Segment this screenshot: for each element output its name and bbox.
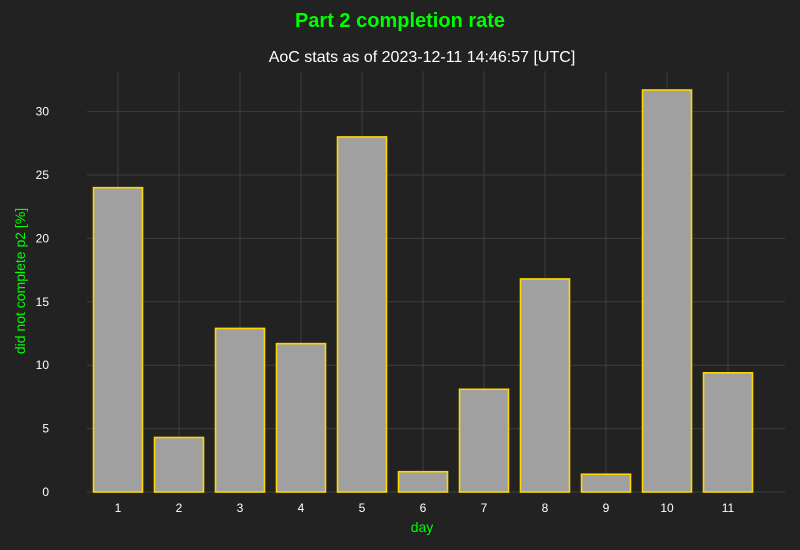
x-tick-label: 2	[176, 501, 183, 515]
x-tick-label: 10	[660, 501, 674, 515]
chart-title: AoC stats as of 2023-12-11 14:46:57 [UTC…	[269, 49, 576, 66]
bar-day-8	[519, 278, 571, 493]
bar-day-10	[641, 89, 693, 493]
x-tick-label: 7	[481, 501, 488, 515]
x-axis-label: day	[411, 519, 434, 535]
bar-day-5	[336, 136, 388, 493]
tick-layer: 1 2 3 4 5 6 7 8 9 10 11 0 5 10 15 20 25 30	[36, 105, 735, 515]
y-tick-label: 10	[36, 358, 50, 372]
bar-day-4	[275, 342, 327, 493]
y-tick-label: 25	[36, 168, 50, 182]
y-tick-label: 30	[36, 105, 50, 119]
bar-day-1	[92, 186, 144, 493]
x-tick-label: 1	[115, 501, 122, 515]
x-tick-label: 9	[603, 501, 610, 515]
bar-day-3	[214, 327, 266, 493]
bar-day-2	[153, 436, 205, 493]
bar-day-11	[702, 372, 754, 493]
bar-day-6	[397, 470, 449, 493]
x-tick-label: 4	[298, 501, 305, 515]
x-tick-label: 11	[722, 501, 735, 515]
x-tick-label: 3	[237, 501, 244, 515]
figure-suptitle: Part 2 completion rate	[295, 10, 505, 32]
bar-layer	[92, 89, 754, 493]
x-tick-label: 8	[542, 501, 549, 515]
x-tick-label: 5	[359, 501, 366, 515]
y-tick-label: 0	[42, 485, 49, 499]
x-tick-label: 6	[420, 501, 427, 515]
y-tick-label: 15	[36, 295, 50, 309]
y-tick-label: 5	[42, 422, 49, 436]
bar-day-9	[580, 473, 632, 493]
y-tick-label: 20	[36, 231, 50, 245]
bar-day-7	[458, 388, 510, 493]
y-axis-label: did not complete p2 [%]	[12, 208, 28, 354]
